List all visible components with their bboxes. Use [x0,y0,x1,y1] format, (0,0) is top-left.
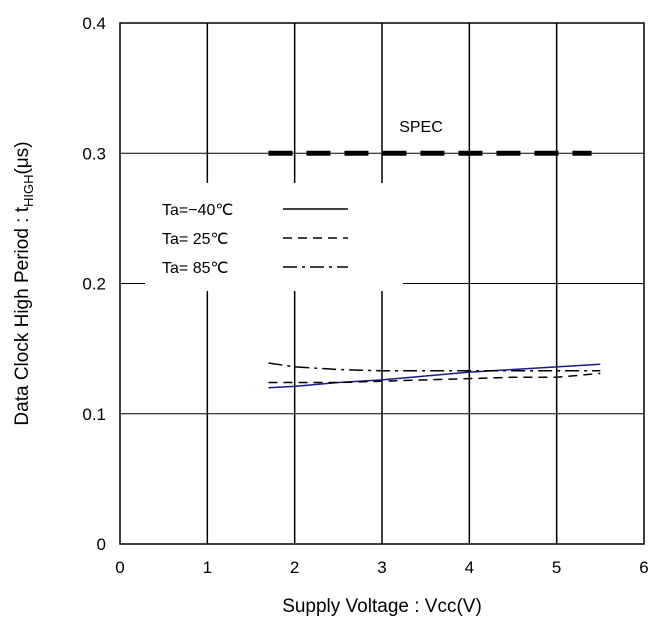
spec-label: SPEC [399,119,443,136]
x-tick-label: 2 [290,558,299,577]
y-tick-label: 0.1 [82,405,106,424]
legend-label: Ta= 85℃ [162,260,228,277]
legend-label: Ta=−40℃ [162,202,233,219]
series-line-3 [268,362,601,372]
x-tick-label: 6 [639,558,648,577]
legend-label: Ta= 25℃ [162,231,228,248]
x-tick-label: 1 [203,558,212,577]
y-axis-label-unit: (μs) [12,141,33,174]
y-axis-label-main: Data Clock High Period : t [12,206,33,425]
spec-layer: SPEC [268,119,592,156]
series-line-1 [268,363,601,389]
x-tick-label: 4 [465,558,474,577]
legend: Ta=−40℃ Ta= 25℃ Ta= 85℃ [145,183,403,291]
legend-box [145,183,403,291]
y-tick-label: 0.4 [82,14,106,33]
ticks: 0 1 2 3 4 5 6 0 0.1 0.2 0.3 0.4 [82,14,648,577]
series-line-2 [268,372,601,384]
y-tick-label: 0.2 [82,275,106,294]
x-tick-label: 0 [115,558,124,577]
y-tick-label: 0 [97,535,106,554]
y-axis-label-subscript: HIGH [21,175,36,208]
x-tick-label: 3 [377,558,386,577]
y-tick-label: 0.3 [82,144,106,163]
series-layer [268,362,601,389]
x-tick-label: 5 [552,558,561,577]
x-axis-label: Supply Voltage : Vcc(V) [282,596,482,617]
plot-frame [119,22,645,545]
y-axis-label: Data Clock High Period : tHIGH(μs) [12,141,36,425]
